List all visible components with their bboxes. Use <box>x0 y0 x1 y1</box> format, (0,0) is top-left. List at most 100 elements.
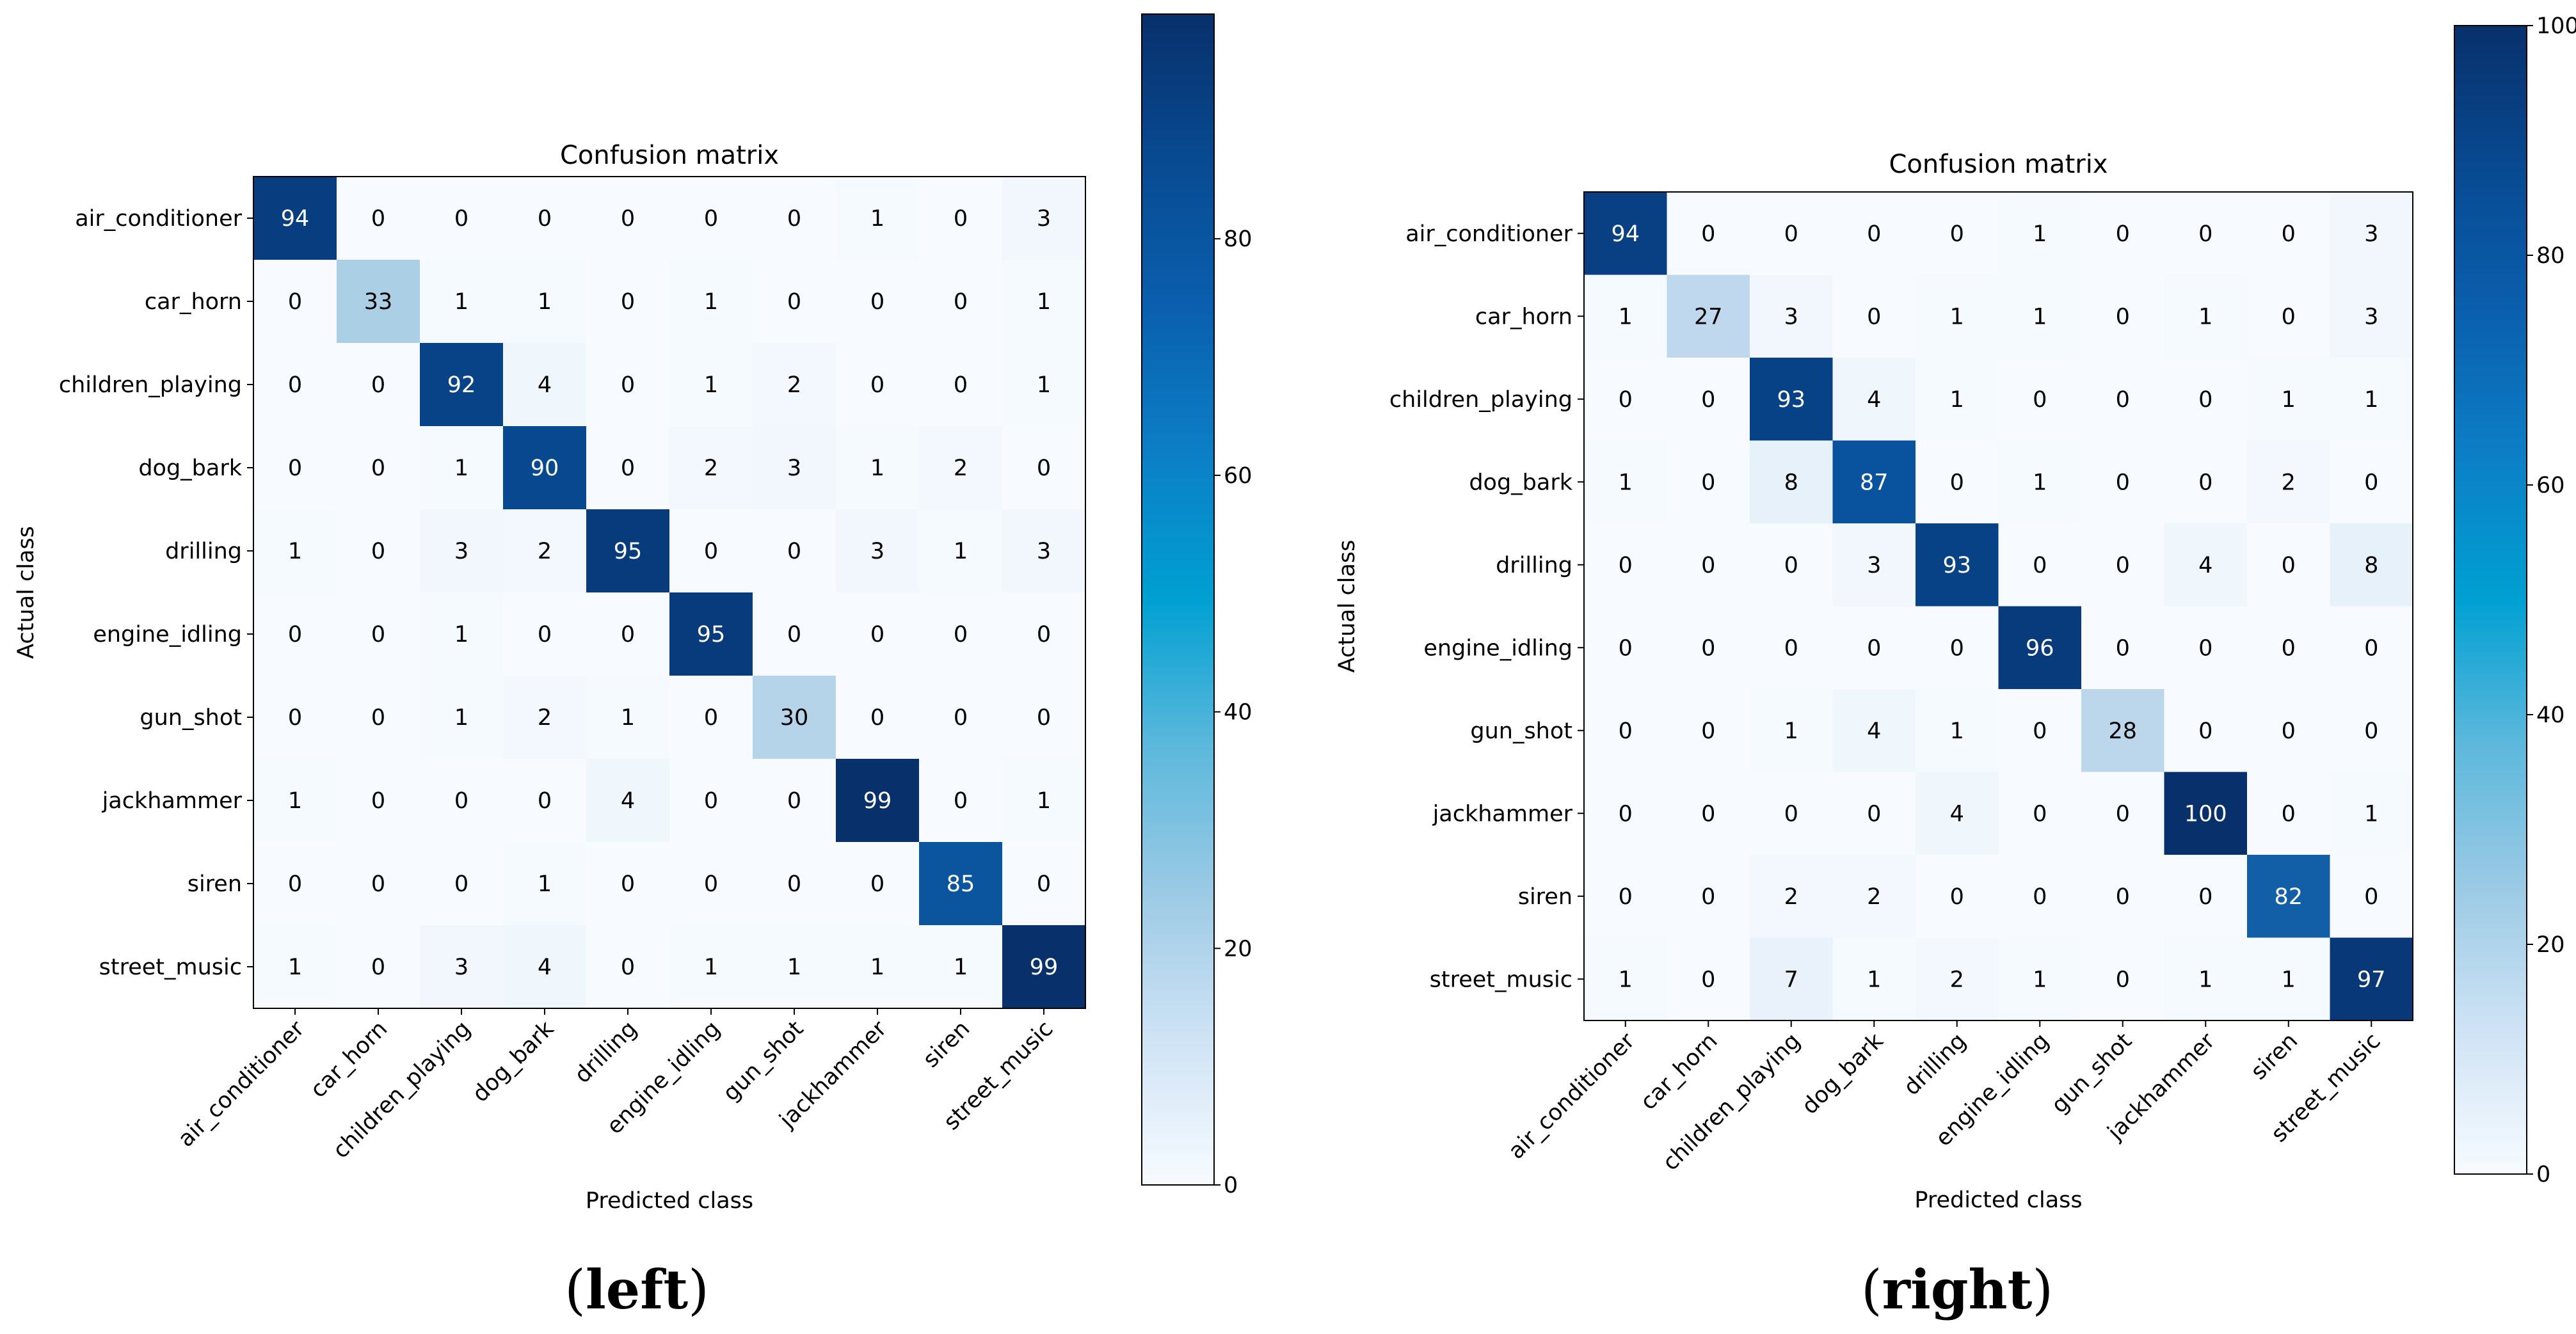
matrix-cell <box>337 842 420 926</box>
matrix-cell <box>669 343 753 427</box>
cell-value-label: 1 <box>787 955 801 980</box>
matrix-cell <box>1002 842 1086 926</box>
caption-open-paren: ( <box>564 1259 586 1321</box>
matrix-cell <box>836 759 920 843</box>
matrix-cell <box>919 509 1003 593</box>
cell-value-label: 3 <box>1037 539 1051 564</box>
cell-value-label: 1 <box>1784 719 1798 744</box>
matrix-cell <box>2330 855 2413 939</box>
matrix-cell <box>2330 606 2413 690</box>
matrix-cell <box>919 676 1003 759</box>
matrix-cell <box>1002 260 1086 344</box>
cell-value-label: 30 <box>780 705 809 731</box>
x-tick-label: siren <box>918 1016 975 1073</box>
matrix-cell <box>1916 192 1999 276</box>
matrix-cell <box>2164 274 2248 358</box>
matrix-cell <box>337 177 420 260</box>
cell-value-label: 0 <box>1701 801 1715 827</box>
matrix-cell <box>1584 937 1668 1021</box>
cell-value-label: 1 <box>954 539 968 564</box>
cell-value-label: 0 <box>2282 221 2296 247</box>
cell-value-label: 0 <box>288 705 302 731</box>
cell-value-label: 2 <box>787 372 801 398</box>
matrix-cell <box>503 676 587 759</box>
cell-value-label: 2 <box>538 705 552 731</box>
matrix-cell <box>420 260 504 344</box>
y-tick-label: gun_shot <box>140 705 242 731</box>
cell-value-label: 82 <box>2274 884 2303 910</box>
cell-value-label: 0 <box>288 456 302 481</box>
cell-value-label: 0 <box>1037 622 1051 647</box>
cell-value-label: 7 <box>1784 967 1798 992</box>
matrix-cell <box>669 676 753 759</box>
cell-value-label: 0 <box>2198 221 2212 247</box>
matrix-cell <box>337 925 420 1009</box>
cell-value-label: 0 <box>2116 967 2130 992</box>
matrix-cell <box>753 177 836 260</box>
cell-value-label: 8 <box>1784 470 1798 495</box>
matrix-cell <box>586 177 670 260</box>
cell-value-label: 3 <box>1867 553 1881 578</box>
y-tick-label: drilling <box>1496 553 1572 578</box>
chart-title: Confusion matrix <box>1889 150 2108 179</box>
matrix-cell <box>1916 358 1999 441</box>
cell-value-label: 4 <box>621 788 635 814</box>
matrix-cell <box>669 260 753 344</box>
cell-value-label: 0 <box>787 622 801 647</box>
matrix-cell <box>669 925 753 1009</box>
matrix-frame <box>1583 191 2413 1021</box>
colorbar <box>2454 25 2527 1175</box>
matrix-cell <box>1002 759 1086 843</box>
matrix-cell <box>1750 274 1834 358</box>
matrix-cell <box>836 509 920 593</box>
cell-value-label: 3 <box>2364 221 2378 247</box>
x-tick-label: dog_bark <box>1797 1028 1889 1120</box>
matrix-cell <box>753 343 836 427</box>
cell-value-label: 0 <box>1950 470 1964 495</box>
matrix-cell <box>503 925 587 1009</box>
cell-value-label: 0 <box>704 539 718 564</box>
y-tick-label: air_conditioner <box>75 206 242 232</box>
matrix-cell <box>919 260 1003 344</box>
cell-value-label: 0 <box>1619 635 1633 661</box>
y-tick-label: dog_bark <box>1469 470 1572 495</box>
cell-value-label: 0 <box>2198 884 2212 910</box>
cell-value-label: 1 <box>621 705 635 731</box>
cell-value-label: 1 <box>1950 387 1964 413</box>
matrix-cell <box>1002 925 1086 1009</box>
cell-value-label: 0 <box>371 705 385 731</box>
cell-value-label: 96 <box>2026 635 2054 661</box>
matrix-cell <box>253 343 337 427</box>
matrix-cell <box>669 509 753 593</box>
matrix-cell <box>1916 772 1999 855</box>
cell-value-label: 0 <box>2116 304 2130 330</box>
cell-value-label: 1 <box>704 955 718 980</box>
matrix-cell <box>337 343 420 427</box>
matrix-cell <box>919 343 1003 427</box>
caption-open-paren: ( <box>1861 1259 1882 1321</box>
matrix-cell <box>337 676 420 759</box>
matrix-cell <box>503 177 587 260</box>
matrix-cell <box>753 509 836 593</box>
cell-value-label: 1 <box>704 289 718 315</box>
cell-value-label: 4 <box>2198 553 2212 578</box>
matrix-cell <box>1667 274 1750 358</box>
matrix-cell <box>253 925 337 1009</box>
cell-value-label: 0 <box>371 539 385 564</box>
matrix-cell <box>2247 772 2331 855</box>
matrix-cell <box>669 592 753 676</box>
matrix-cell <box>2164 440 2248 524</box>
matrix-cell <box>669 842 753 926</box>
cell-value-label: 0 <box>704 705 718 731</box>
matrix-cell <box>1750 523 1834 607</box>
y-tick-label: engine_idling <box>1423 635 1572 661</box>
y-tick-label: gun_shot <box>1470 719 1572 744</box>
matrix-cell <box>253 676 337 759</box>
cell-value-label: 0 <box>2116 387 2130 413</box>
matrix-cell <box>503 759 587 843</box>
x-tick-label: air_conditioner <box>1503 1028 1640 1164</box>
y-axis-label: Actual class <box>13 526 39 659</box>
matrix-cell <box>2164 523 2248 607</box>
cell-value-label: 0 <box>454 788 468 814</box>
